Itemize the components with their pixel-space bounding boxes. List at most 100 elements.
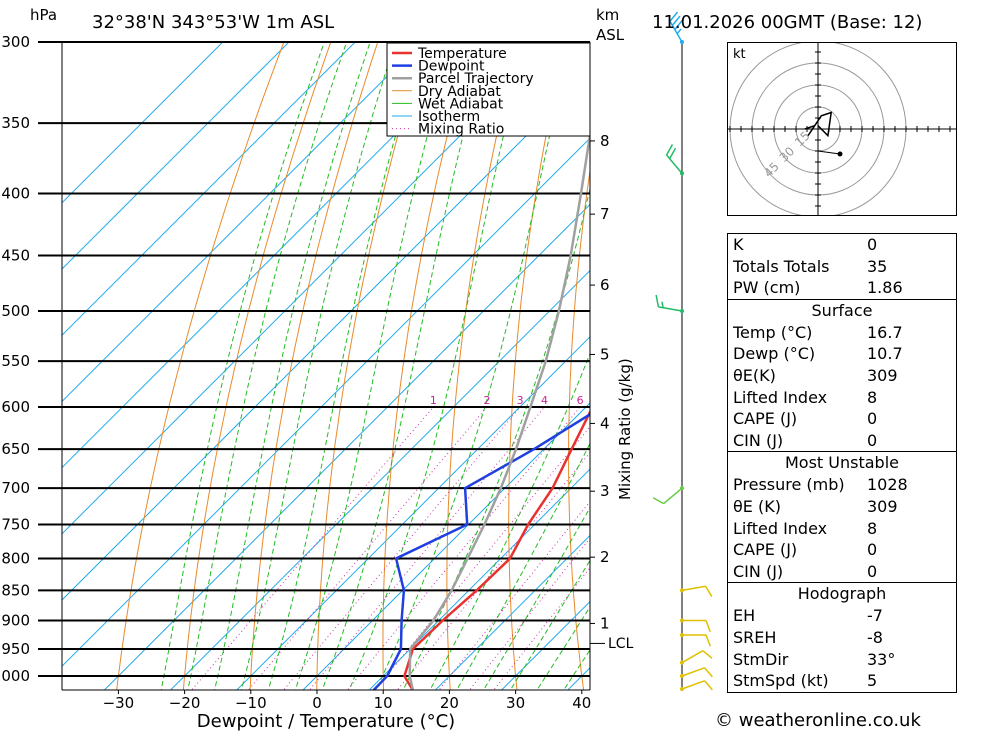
most-unstable-row: CIN (J) 0 [733, 561, 878, 581]
isotherm-line [103, 203, 590, 690]
pressure-tick-label: 400 [1, 184, 30, 202]
dry-adiabat-line [116, 42, 285, 690]
mixing-ratio-line [308, 406, 545, 690]
wet-adiabat-line [536, 606, 590, 690]
wet-adiabat-line [321, 42, 488, 690]
wind-barb-staff [663, 487, 683, 505]
wind-barb-flag [655, 294, 660, 307]
surface-row: Temp (°C) 16.7 [733, 322, 903, 342]
isotherm-line [62, 42, 555, 535]
profile-line-dewpoint [372, 412, 590, 690]
hodograph-panel: kt 15 30 45 [727, 40, 957, 262]
hodograph-row: EH -7 [733, 606, 883, 626]
surface-row: Lifted Index 8 [733, 387, 878, 407]
hodograph-storm-vector [817, 150, 841, 155]
index-row-totals: Totals Totals 35 [733, 256, 888, 276]
surface-row: Dewp (°C) 10.7 [733, 344, 903, 364]
pressure-tick-label: 800 [1, 549, 30, 567]
mixing-ratio-axis-label: Mixing Ratio (g/kg) [616, 358, 634, 500]
x-tick-label: −30 [103, 694, 135, 712]
isobar-lines [38, 41, 590, 677]
wet-adiabat-line [429, 352, 590, 690]
pressure-tick-label: 550 [1, 352, 30, 370]
dry-adiabat-line [683, 24, 720, 702]
wind-barb-staff [658, 306, 683, 312]
x-tick-label: 0 [312, 694, 322, 712]
km-tick-label: 2 [600, 548, 610, 566]
pressure-tick-label: 500 [1, 302, 30, 320]
isotherm-line [62, 71, 590, 601]
most-unstable-row: Pressure (mb) 1028 [733, 475, 908, 495]
isotherm-line [236, 336, 590, 690]
pressure-tick-label: 850 [1, 581, 30, 599]
dry-adiabat-line [446, 42, 520, 690]
isotherm-line [434, 534, 590, 690]
legend-entry: Mixing Ratio [418, 122, 504, 138]
isotherm-line [62, 42, 356, 336]
x-tick-label: 30 [506, 694, 525, 712]
legend-box [386, 42, 591, 137]
wind-barb-flag [661, 301, 664, 308]
axes: 3003504004505005506006507007508008509009… [0, 33, 610, 712]
footer-credit[interactable]: © weatheronline.co.uk [715, 710, 921, 731]
dry-adiabat-line [249, 42, 379, 690]
legend-entry: Dry Adiabat [418, 84, 501, 100]
km-unit-label: km [596, 6, 619, 24]
hodograph-table-title: Hodograph [728, 582, 956, 605]
mixing-ratio-line [396, 451, 590, 690]
datetime-title: 11.01.2026 00GMT (Base: 12) [652, 12, 922, 33]
pressure-tick-label: 950 [1, 640, 30, 658]
most-unstable-row: Lifted Index 8 [733, 518, 878, 538]
wind-barb-flag [703, 680, 713, 691]
pressure-tick-label: 650 [1, 440, 30, 458]
mixing-ratio-line [247, 406, 488, 690]
x-tick-label: 40 [572, 694, 591, 712]
mixing-ratio-line [374, 426, 590, 690]
hpa-unit-label: hPa [30, 6, 57, 24]
profile-line-parcel-trajectory [408, 126, 590, 690]
wet-adiabat-line [240, 42, 396, 690]
hodograph-ring-label: 45 [761, 159, 782, 180]
surface-row: CIN (J) 0 [733, 430, 878, 450]
wind-barb-staff [681, 680, 705, 690]
dry-adiabat-line [182, 42, 332, 690]
index-row-pw: PW (cm) 1.86 [733, 278, 903, 298]
wet-adiabat-line [160, 42, 326, 690]
isotherm-line [368, 468, 590, 690]
hodograph-ring-label: 30 [777, 144, 798, 165]
legend-entry: Parcel Trajectory [418, 71, 534, 87]
surface-row: CAPE (J) 0 [733, 409, 878, 429]
most-unstable-row: CAPE (J) 0 [733, 540, 878, 560]
mixing-ratio-line [346, 406, 581, 690]
km-tick-label: 8 [600, 132, 610, 150]
wind-barb-flag [669, 11, 679, 22]
wind-barb-flag [705, 634, 711, 647]
mixing-ratio-label: 1 [430, 394, 437, 407]
dry-adiabat-line [316, 42, 426, 690]
surface-title: Surface [728, 298, 956, 322]
wind-barb-flag [669, 147, 677, 160]
pressure-tick-label: 600 [1, 398, 30, 416]
most-unstable-title: Most Unstable [728, 451, 956, 474]
isotherm-line [62, 42, 423, 403]
mixing-ratio-label: 25 [711, 394, 725, 407]
x-tick-label: 10 [374, 694, 393, 712]
wind-barb-dot [680, 486, 684, 491]
wet-adiabat-line [294, 42, 454, 690]
mixing-ratio-label: 6 [577, 394, 584, 407]
x-tick-label: 20 [440, 694, 459, 712]
wind-barb-flag [674, 19, 683, 31]
hodograph-ring-label: 15 [792, 129, 813, 150]
isotherm-line [62, 137, 590, 667]
mixing-ratio-label: 2 [483, 394, 490, 407]
legend-entry: Isotherm [418, 109, 480, 125]
wind-barb-dot [680, 40, 684, 44]
pressure-tick-label: 700 [1, 479, 30, 497]
wind-barb-flag [676, 28, 682, 35]
hodograph-trace [804, 111, 833, 138]
location-title: 32°38'N 343°53'W 1m ASL [92, 12, 334, 33]
pressure-tick-label: 1000 [0, 667, 30, 685]
